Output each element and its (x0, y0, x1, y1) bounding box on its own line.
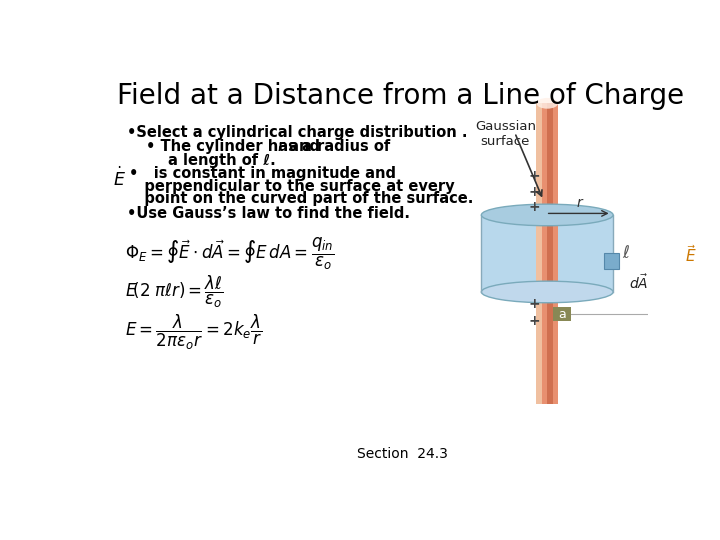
Text: $d\vec{A}$: $d\vec{A}$ (629, 273, 648, 292)
Text: a: a (558, 308, 566, 321)
Text: $E\!\left(2\;\pi\ell r\right) = \dfrac{\lambda\ell}{\varepsilon_o}$: $E\!\left(2\;\pi\ell r\right) = \dfrac{\… (125, 274, 223, 310)
Text: perpendicular to the surface at every: perpendicular to the surface at every (129, 179, 454, 194)
Polygon shape (547, 103, 553, 403)
Ellipse shape (482, 281, 613, 303)
Text: Section  24.3: Section 24.3 (357, 447, 449, 461)
Text: Field at a Distance from a Line of Charge: Field at a Distance from a Line of Charg… (117, 82, 684, 110)
Text: $\ell$: $\ell$ (622, 245, 631, 262)
Polygon shape (553, 103, 558, 403)
Text: $r$: $r$ (276, 139, 286, 154)
Polygon shape (542, 103, 547, 403)
Text: •Use Gauss’s law to find the field.: •Use Gauss’s law to find the field. (127, 206, 410, 221)
Text: •   is constant in magnitude and: • is constant in magnitude and (129, 166, 396, 181)
Text: +: + (528, 185, 540, 199)
Text: +: + (528, 170, 540, 184)
FancyBboxPatch shape (553, 307, 571, 321)
Ellipse shape (536, 98, 558, 109)
Text: $\Phi_E = \oint \vec{E} \cdot d\vec{A} = \oint E\,dA = \dfrac{q_{in}}{\varepsilo: $\Phi_E = \oint \vec{E} \cdot d\vec{A} =… (125, 236, 335, 272)
Text: and: and (284, 139, 320, 154)
Text: +: + (528, 296, 540, 310)
Bar (604, 253, 619, 269)
Text: $\dot{E}$: $\dot{E}$ (113, 166, 126, 190)
Ellipse shape (482, 204, 613, 226)
Text: a length of ℓ.: a length of ℓ. (168, 153, 275, 167)
Text: • The cylinder has a radius of: • The cylinder has a radius of (145, 139, 395, 154)
Text: +: + (528, 200, 540, 214)
Text: Gaussian
surface: Gaussian surface (475, 120, 536, 148)
Text: +: + (528, 314, 540, 328)
Polygon shape (482, 215, 613, 292)
Text: point on the curved part of the surface.: point on the curved part of the surface. (129, 191, 473, 206)
Text: $E = \dfrac{\lambda}{2\pi\varepsilon_o r} = 2k_e\dfrac{\lambda}{r}$: $E = \dfrac{\lambda}{2\pi\varepsilon_o r… (125, 313, 262, 352)
Polygon shape (536, 103, 542, 403)
Text: •Select a cylindrical charge distribution .: •Select a cylindrical charge distributio… (127, 125, 468, 140)
Text: $\vec{E}$: $\vec{E}$ (685, 245, 697, 266)
Text: $r$: $r$ (576, 195, 585, 210)
